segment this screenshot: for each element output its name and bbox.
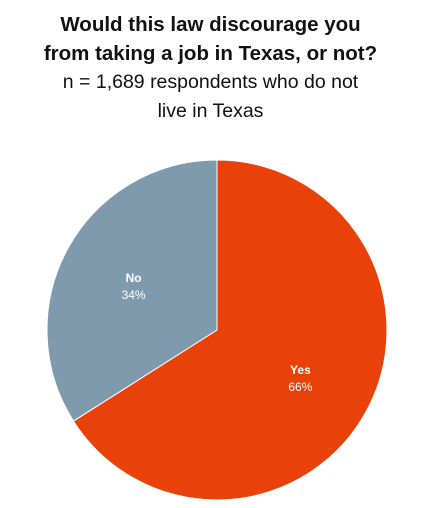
chart-subtitle: n = 1,689 respondents who do not live in… xyxy=(0,68,421,126)
pie-slice-yes xyxy=(72,159,388,501)
chart-title-line-2: from taking a job in Texas, or not? xyxy=(43,42,378,65)
slice-value-yes: 66% xyxy=(288,380,312,394)
slice-label-no: No xyxy=(126,271,142,285)
slice-label-yes: Yes xyxy=(290,363,311,377)
chart-subtitle-line-2: live in Texas xyxy=(157,100,264,122)
pie-slice-no xyxy=(46,159,218,422)
chart-title-line-1: Would this law discourage you xyxy=(60,13,361,36)
chart-subtitle-line-1: n = 1,689 respondents who do not xyxy=(62,71,359,93)
chart-title: Would this law discourage you from takin… xyxy=(0,10,421,68)
slice-value-no: 34% xyxy=(122,288,146,302)
